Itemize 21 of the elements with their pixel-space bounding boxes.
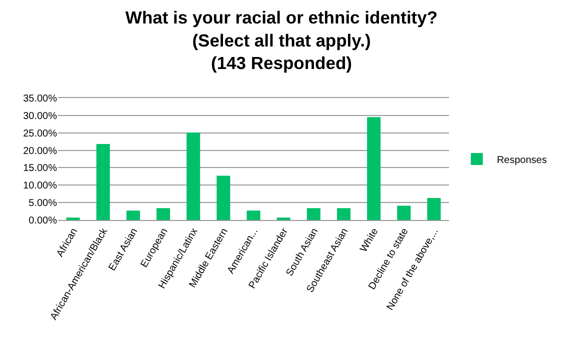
y-tick-label: 15.00% [23,163,58,174]
bar [306,208,320,220]
y-tick-label: 0.00% [28,216,58,226]
y-tick-label: 30.00% [23,110,58,122]
bar [336,208,350,220]
bar [216,176,230,220]
bar [96,144,110,220]
legend-label: Responses [496,154,547,166]
y-tick-label: 35.00% [23,94,58,104]
y-tick-label: 25.00% [23,128,58,140]
y-tick-label: 10.00% [23,180,58,192]
bar [397,206,411,220]
y-tick-label: 20.00% [23,146,58,157]
bar [427,198,441,220]
chart-title: What is your racial or ethnic identity? (Select all that apply.) (143 Responded) [125,8,438,74]
bar [367,117,381,220]
y-tick-label: 5.00% [28,198,58,210]
bar [186,132,200,220]
bar [246,210,260,220]
bar [126,210,140,220]
bar [156,208,170,220]
